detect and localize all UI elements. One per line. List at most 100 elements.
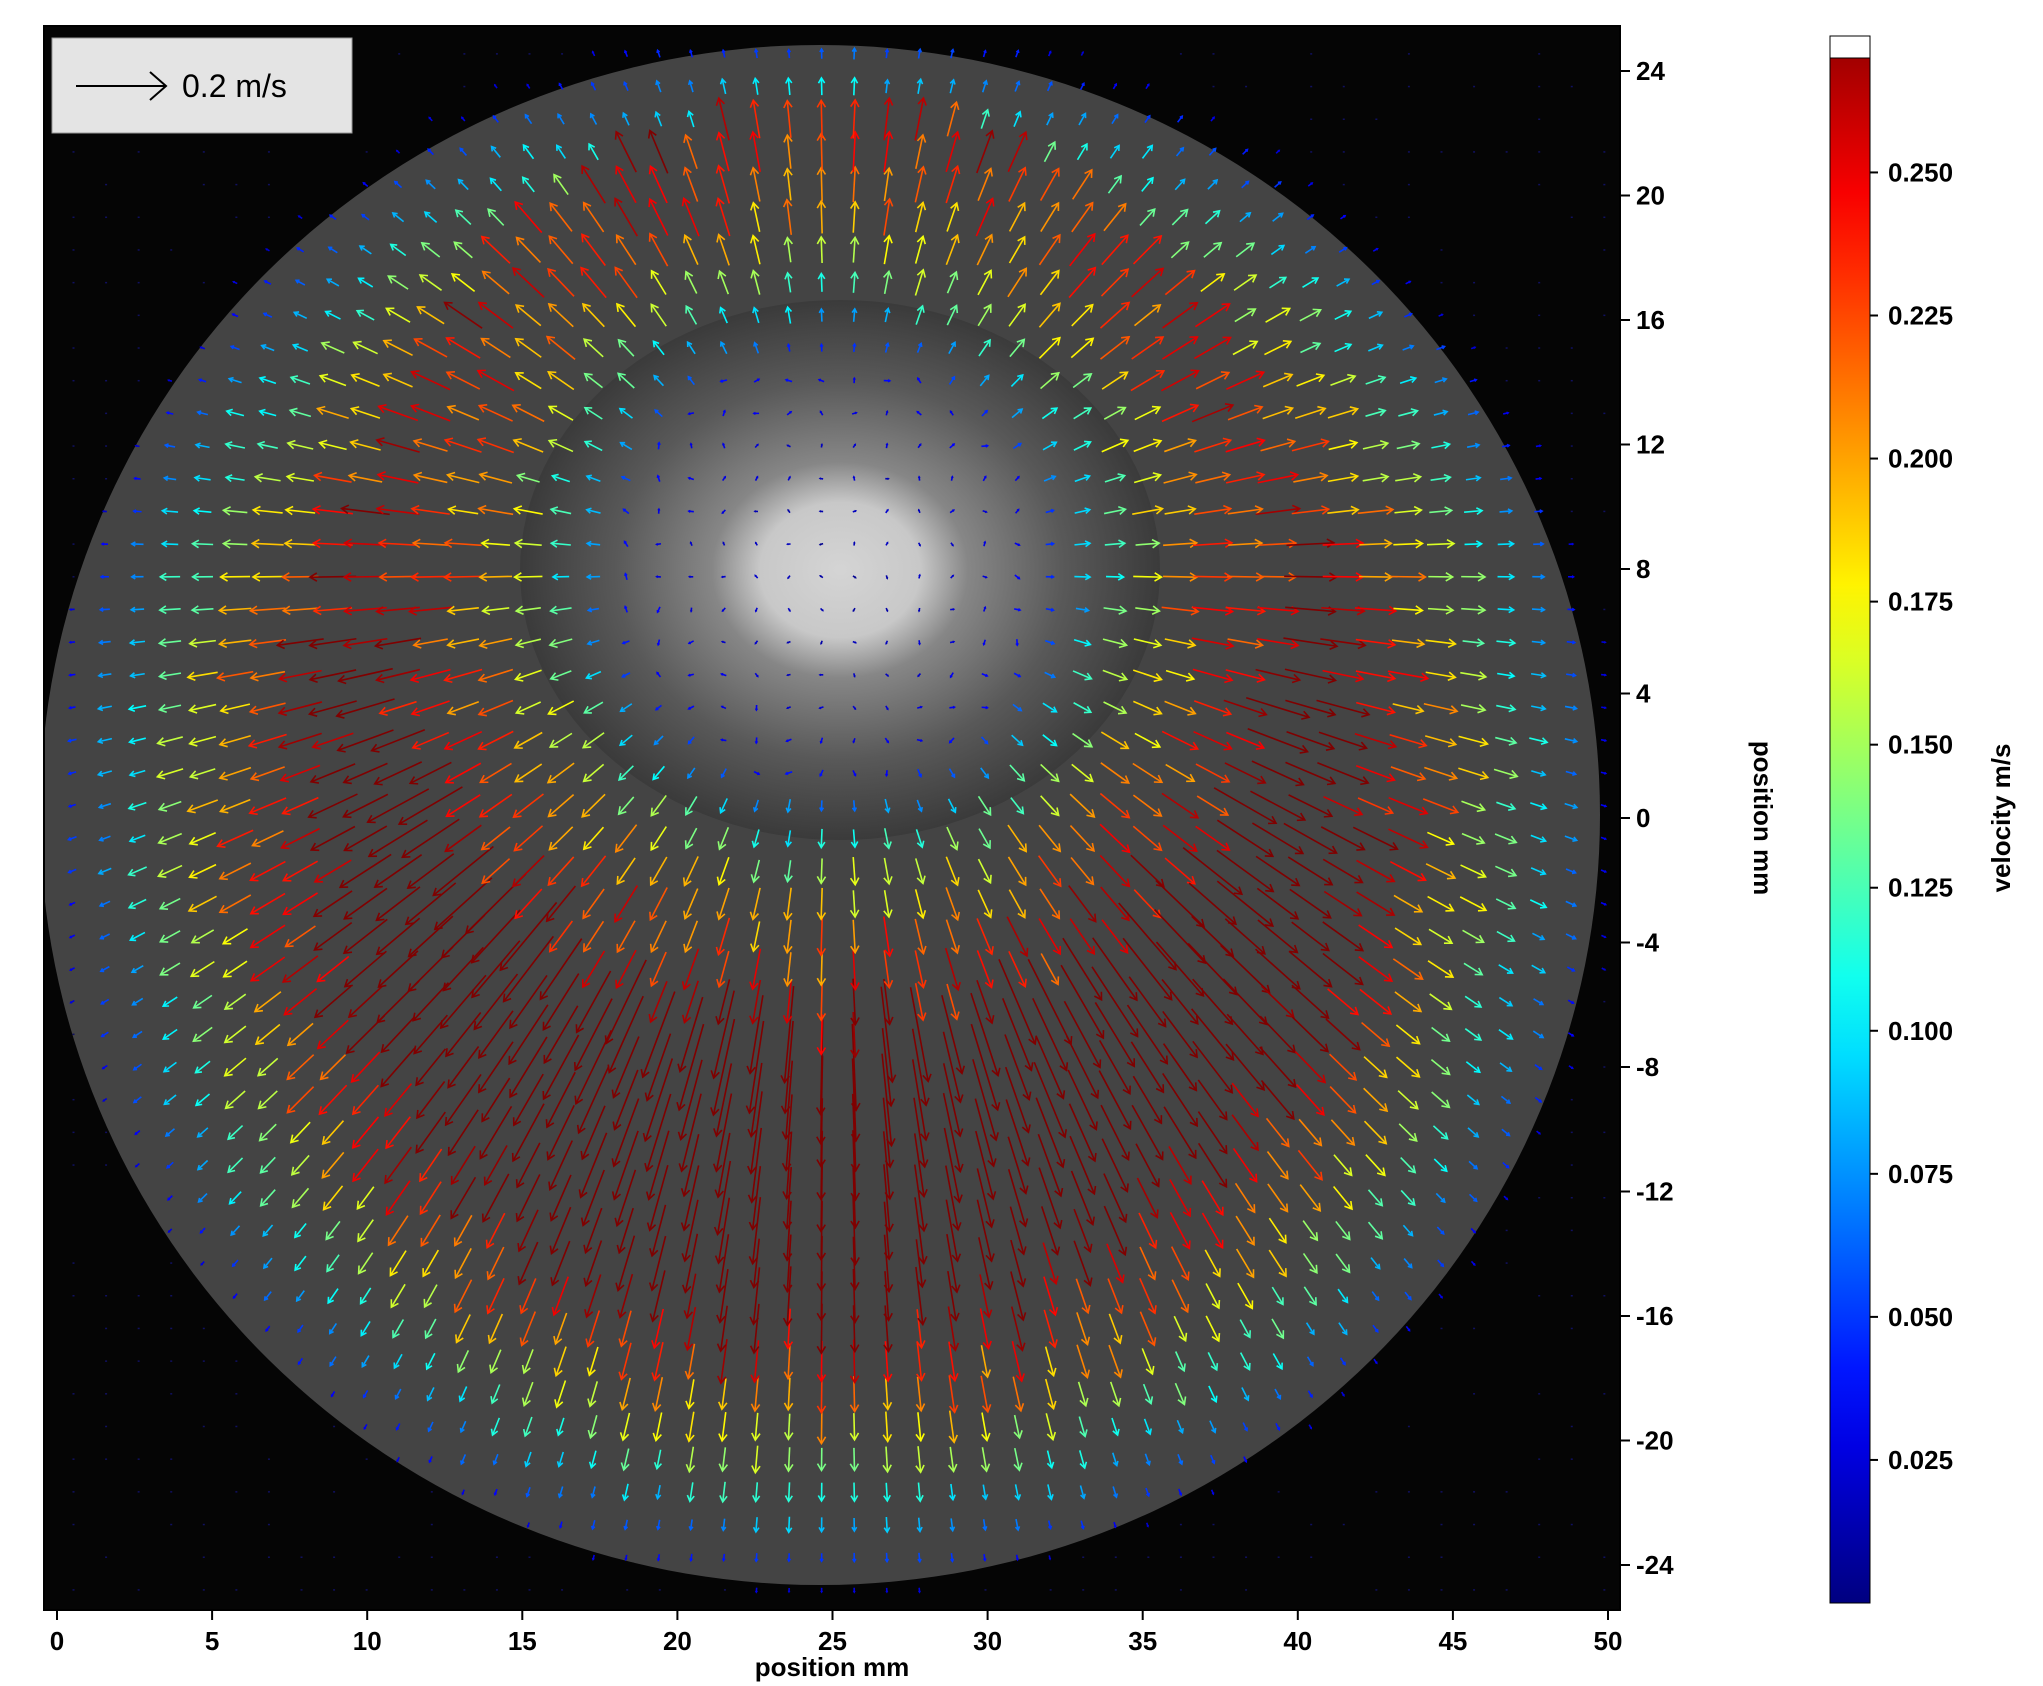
vector-arrow bbox=[1499, 1062, 1513, 1073]
vector-arrow bbox=[683, 888, 699, 921]
vector-arrow bbox=[576, 1066, 610, 1135]
vector-arrow bbox=[363, 1423, 368, 1431]
colorbar-gradient bbox=[1829, 35, 1871, 1604]
vector-arrow bbox=[849, 235, 860, 263]
vector-arrow bbox=[525, 1487, 531, 1498]
vector-arrow bbox=[614, 885, 639, 923]
vector-arrow bbox=[584, 1274, 602, 1319]
vector-arrow bbox=[1502, 411, 1510, 415]
vector-arrow bbox=[1042, 734, 1058, 747]
vector-arrow bbox=[582, 920, 605, 953]
vector-arrow bbox=[460, 116, 466, 122]
vector-arrow bbox=[127, 866, 147, 877]
vector-arrow bbox=[1067, 1069, 1098, 1131]
vector-arrow bbox=[1340, 1391, 1345, 1397]
vector-arrow bbox=[309, 825, 356, 852]
vector-arrow bbox=[1533, 998, 1545, 1006]
vector-arrow bbox=[749, 130, 761, 172]
vector-arrow bbox=[1109, 144, 1120, 159]
vector-arrow bbox=[1203, 241, 1223, 258]
vector-arrow bbox=[1438, 1293, 1443, 1299]
vector-arrow bbox=[1013, 110, 1022, 127]
vector-arrow bbox=[442, 946, 484, 992]
vector-arrow bbox=[1370, 1257, 1381, 1270]
vector-arrow bbox=[918, 1587, 921, 1594]
vector-arrow bbox=[618, 1342, 632, 1381]
x-axis: 0 5 10 15 20 25 30 35 40 45 50 bbox=[50, 1610, 1622, 1656]
vector-arrow bbox=[459, 1420, 467, 1434]
vector-arrow bbox=[1112, 82, 1117, 90]
vector-arrow bbox=[1177, 1454, 1184, 1466]
vector-arrow bbox=[1363, 1087, 1389, 1113]
vector-arrow bbox=[1291, 921, 1330, 952]
vector-arrow bbox=[816, 917, 827, 957]
vector-arrow bbox=[752, 411, 760, 415]
vector-arrow bbox=[1136, 1177, 1159, 1219]
vector-arrow bbox=[747, 1062, 763, 1138]
vector-arrow bbox=[1015, 639, 1019, 647]
vector-arrow bbox=[949, 410, 954, 416]
vector-arrow bbox=[196, 1159, 209, 1171]
vector-arrow bbox=[977, 167, 993, 201]
vector-arrow bbox=[980, 1375, 992, 1414]
vector-arrow bbox=[655, 575, 661, 579]
vector-arrow bbox=[1359, 538, 1393, 549]
vector-arrow bbox=[818, 477, 824, 480]
vector-arrow bbox=[623, 540, 629, 548]
vector-arrow bbox=[1467, 410, 1480, 416]
vector-arrow bbox=[1102, 669, 1129, 682]
vector-arrow bbox=[1536, 1130, 1542, 1135]
vector-arrow bbox=[524, 113, 533, 125]
vector-arrow bbox=[1530, 834, 1548, 843]
vector-arrow bbox=[1285, 699, 1337, 718]
vector-arrow bbox=[219, 572, 251, 582]
vector-arrow bbox=[375, 886, 421, 922]
vector-arrow bbox=[1503, 1195, 1509, 1201]
vector-arrow bbox=[281, 955, 319, 983]
vector-arrow bbox=[1068, 885, 1097, 923]
vector-arrow bbox=[587, 1415, 598, 1440]
vector-arrow bbox=[163, 1094, 177, 1106]
vector-arrow bbox=[620, 475, 631, 482]
vector-arrow bbox=[1367, 1221, 1384, 1240]
vector-arrow bbox=[277, 669, 322, 683]
vector-arrow bbox=[1294, 405, 1327, 420]
vector-arrow bbox=[514, 701, 542, 715]
vector-arrow bbox=[943, 1127, 963, 1204]
vector-arrow bbox=[1358, 924, 1394, 949]
y-tick-label: -12 bbox=[1636, 1177, 1674, 1207]
vector-arrow bbox=[580, 855, 607, 888]
vector-arrow bbox=[780, 1020, 794, 1115]
vector-arrow bbox=[342, 637, 388, 650]
vector-arrow bbox=[1007, 130, 1028, 173]
vector-arrow bbox=[411, 731, 450, 750]
vector-arrow bbox=[816, 858, 827, 885]
vector-arrow bbox=[686, 109, 695, 128]
vector-arrow bbox=[1007, 1136, 1029, 1195]
vector-arrow bbox=[885, 477, 890, 480]
vector-arrow bbox=[817, 1482, 826, 1503]
vector-arrow bbox=[676, 1023, 705, 1112]
vector-arrow bbox=[1100, 731, 1130, 750]
vector-arrow bbox=[96, 737, 113, 745]
vector-arrow bbox=[68, 673, 76, 677]
vector-arrow bbox=[617, 372, 635, 389]
vector-arrow bbox=[650, 794, 667, 817]
vector-arrow bbox=[885, 673, 890, 677]
vector-arrow bbox=[382, 372, 413, 388]
vector-arrow bbox=[817, 828, 826, 850]
vector-arrow bbox=[982, 1519, 988, 1532]
vector-arrow bbox=[852, 509, 858, 513]
vector-arrow bbox=[1288, 794, 1334, 818]
vector-arrow bbox=[407, 606, 453, 616]
vector-arrow bbox=[1069, 918, 1096, 956]
vector-arrow bbox=[157, 638, 182, 648]
vector-arrow bbox=[480, 235, 511, 264]
vector-arrow bbox=[1228, 538, 1264, 549]
vector-arrow bbox=[820, 443, 824, 448]
vector-arrow bbox=[1045, 639, 1056, 646]
vector-arrow bbox=[256, 1057, 279, 1077]
vector-arrow bbox=[1069, 793, 1096, 819]
vector-arrow bbox=[1367, 1189, 1384, 1207]
vector-arrow bbox=[1216, 880, 1275, 928]
